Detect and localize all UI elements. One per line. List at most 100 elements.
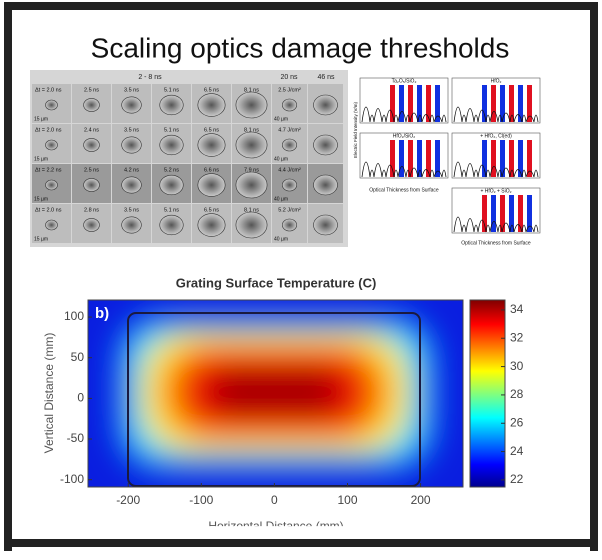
damage-site — [236, 172, 267, 198]
damage-site — [282, 99, 296, 111]
damage-site — [122, 177, 142, 193]
damage-site — [314, 95, 338, 115]
layer-bar — [491, 195, 496, 232]
cell-label: 3.5 ns — [124, 207, 139, 213]
layer-bar — [426, 140, 431, 177]
cell-label: 5.2 J/cm² — [278, 207, 301, 213]
layer-bar — [518, 140, 523, 177]
field-plot-title: Ta₂O₅/SiO₂ — [392, 78, 417, 84]
cell-label: 8.1 ns — [244, 127, 259, 133]
layer-bar — [482, 85, 487, 122]
cell-label: 7.9 ns — [244, 167, 259, 173]
damage-site — [314, 135, 338, 155]
scale-bar: 40 µm — [274, 116, 288, 122]
cell-label: 4.7 J/cm² — [278, 127, 301, 133]
damage-site — [198, 134, 225, 157]
damage-site — [314, 215, 338, 235]
scale-bar: 15 µm — [34, 156, 48, 162]
slide: Scaling optics damage thresholds 2 - 8 n… — [0, 0, 602, 555]
damage-site — [160, 215, 184, 235]
cell-label: 4.2 ns — [124, 167, 139, 173]
damage-site — [46, 220, 58, 230]
y-axis-label: Vertical Distance (mm) — [42, 333, 56, 454]
cell-label: 3.5 ns — [124, 127, 139, 133]
chart-title: Grating Surface Temperature (C) — [176, 275, 377, 290]
damage-site — [198, 94, 225, 117]
layer-bar — [399, 85, 404, 122]
damage-site — [84, 98, 100, 111]
damage-site — [84, 178, 100, 191]
damage-site — [84, 138, 100, 151]
damage-site — [122, 137, 142, 153]
page: Scaling optics damage thresholds 2 - 8 n… — [0, 0, 602, 560]
damage-site — [160, 135, 184, 155]
colorbar-tick-label: 26 — [510, 415, 524, 429]
cell-label: 8.1 ns — [244, 87, 259, 93]
colorbar — [470, 300, 505, 487]
y-tick-label: 100 — [64, 309, 84, 323]
damage-site — [198, 174, 225, 197]
damage-site — [122, 97, 142, 113]
layer-bar — [518, 195, 523, 232]
damage-site — [282, 139, 296, 151]
x-tick-label: 0 — [271, 493, 278, 507]
layer-bar — [482, 195, 487, 232]
scale-bar: 40 µm — [274, 236, 288, 242]
damage-site — [282, 219, 296, 231]
cell-label: Δt = 2.2 ns — [35, 167, 62, 173]
layer-bar — [399, 140, 404, 177]
damage-site — [160, 95, 184, 115]
x-tick-label: -100 — [189, 493, 213, 507]
cell-label: 5.1 ns — [164, 87, 179, 93]
damage-site — [46, 100, 58, 110]
cell-label: 6.5 ns — [204, 127, 219, 133]
colorbar-tick-label: 22 — [510, 472, 524, 486]
column-header: 20 ns — [280, 74, 298, 81]
field-plot-title: HfO₂ — [491, 78, 502, 84]
scale-bar: 15 µm — [34, 196, 48, 202]
layer-bar — [491, 140, 496, 177]
cell-label: 6.6 ns — [204, 167, 219, 173]
y-tick-label: -50 — [67, 431, 85, 445]
colorbar-tick-label: 24 — [510, 444, 524, 458]
y-tick-label: -100 — [60, 472, 84, 486]
heat-zone — [210, 370, 340, 414]
scale-bar: 15 µm — [34, 116, 48, 122]
scale-bar: 15 µm — [34, 236, 48, 242]
cell-label: 4.4 J/cm² — [278, 167, 301, 173]
damage-site — [160, 175, 184, 195]
cell-label: 6.5 ns — [204, 207, 219, 213]
damage-site — [84, 218, 100, 231]
damage-site — [46, 140, 58, 150]
scale-bar: 40 µm — [274, 196, 288, 202]
scale-bar: 40 µm — [274, 156, 288, 162]
column-header: 2 - 8 ns — [138, 74, 162, 81]
damage-site — [236, 132, 267, 158]
layer-bar — [491, 85, 496, 122]
damage-site — [46, 180, 58, 190]
cell-label: Δt = 2.0 ns — [35, 87, 62, 93]
colorbar-tick-label: 32 — [510, 330, 524, 344]
layer-bar — [390, 85, 395, 122]
cell-label: 2.5 J/cm² — [278, 87, 301, 93]
panel-label: b) — [95, 305, 109, 322]
cell-label: 2.4 ns — [84, 127, 99, 133]
field-xlabel: Optical Thickness from Surface — [461, 240, 531, 246]
x-tick-label: -200 — [116, 493, 140, 507]
colorbar-tick-label: 30 — [510, 359, 524, 373]
damage-site — [236, 212, 267, 238]
x-tick-label: 200 — [411, 493, 431, 507]
layer-bar — [482, 140, 487, 177]
slide-title: Scaling optics damage thresholds — [91, 32, 510, 63]
layer-bar — [390, 140, 395, 177]
damage-site — [282, 179, 296, 191]
cell-label: 5.1 ns — [164, 127, 179, 133]
cell-label: 6.5 ns — [204, 87, 219, 93]
field-plot-title: + HfO₂ + SiO₂ — [480, 188, 511, 194]
heatmap — [88, 300, 463, 487]
y-tick-label: 0 — [77, 391, 84, 405]
field-plot-title: HfO₂/SiO₂ — [393, 133, 416, 139]
cell-label: Δt = 2.0 ns — [35, 207, 62, 213]
x-tick-label: 100 — [337, 493, 357, 507]
damage-site — [122, 217, 142, 233]
